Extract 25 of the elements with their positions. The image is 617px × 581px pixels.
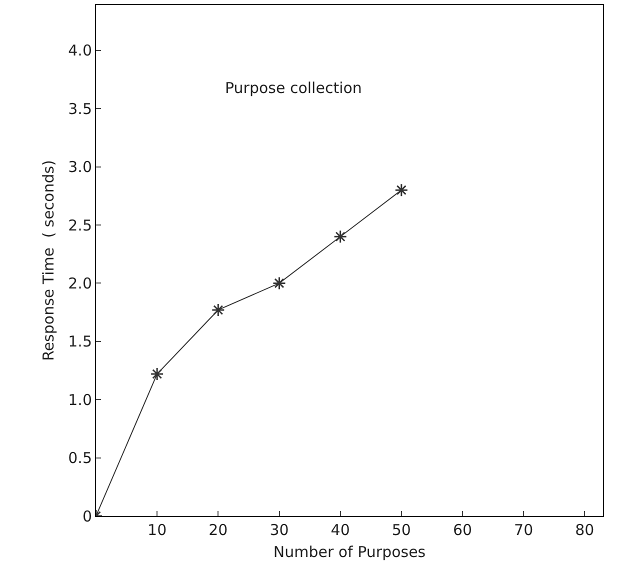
x-tick-label: 20 bbox=[208, 521, 228, 539]
x-tick-label: 30 bbox=[270, 521, 289, 539]
x-axis-title: Number of Purposes bbox=[273, 543, 426, 561]
point bbox=[272, 276, 286, 290]
y-axis-title: Response Time ( seconds) bbox=[39, 160, 58, 361]
x-tick-label: 60 bbox=[452, 521, 472, 539]
x-tick-label: 70 bbox=[514, 521, 534, 539]
y-tick-label: 0 bbox=[82, 507, 92, 526]
x-tick-label: 10 bbox=[148, 521, 167, 539]
y-tick-label: 2.0 bbox=[68, 274, 92, 292]
x-tick-label: 40 bbox=[330, 521, 350, 539]
annotation: Purpose collection bbox=[225, 79, 362, 97]
x-tick-label: 50 bbox=[392, 521, 411, 539]
y-tick-label: 3.0 bbox=[68, 158, 92, 176]
y-tick-label: 2.5 bbox=[68, 216, 92, 234]
point bbox=[150, 367, 164, 381]
y-tick-label: 3.5 bbox=[68, 100, 92, 118]
x-tick-label: 80 bbox=[575, 521, 594, 539]
y-tick-label: 1.0 bbox=[68, 390, 92, 409]
point bbox=[211, 303, 225, 317]
y-tick-label: 0.5 bbox=[68, 449, 92, 468]
y-tick-label: 4.0 bbox=[68, 42, 92, 60]
y-tick-label: 1.5 bbox=[68, 332, 92, 351]
point bbox=[334, 230, 348, 244]
point bbox=[394, 183, 408, 197]
